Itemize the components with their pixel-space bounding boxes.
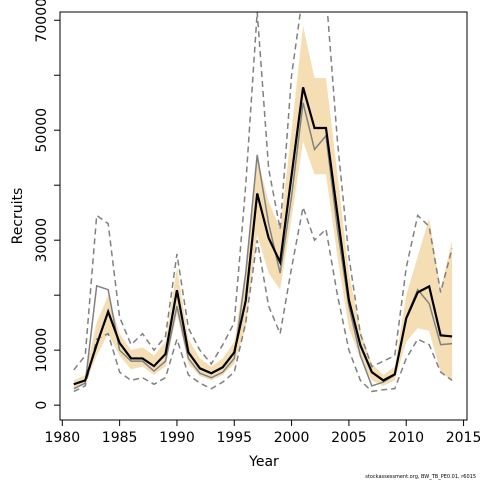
y-tick-label: 70000 — [34, 0, 50, 43]
x-tick-label: 1995 — [216, 430, 252, 446]
y-tick-label: 0 — [34, 401, 50, 410]
x-tick-label: 2015 — [446, 430, 480, 446]
footnote: stockassessment.org, BW_TB_PE0.01, r6015 — [365, 474, 476, 480]
x-tick-label: 1990 — [159, 430, 195, 446]
x-tick-label: 2000 — [274, 430, 310, 446]
y-tick-label: 10000 — [34, 328, 50, 373]
plot-area — [73, 12, 453, 393]
x-tick-label: 1985 — [102, 430, 138, 446]
plot-frame — [59, 11, 468, 421]
x-tick-label: 2005 — [331, 430, 367, 446]
y-tick-label: 50000 — [34, 108, 50, 153]
line — [73, 87, 453, 386]
dashed-line — [73, 204, 453, 393]
x-tick-label: 2010 — [388, 430, 424, 446]
y-tick-label: 30000 — [34, 218, 50, 263]
dashed-line — [73, 12, 453, 371]
y-axis-label: Recruits — [10, 188, 26, 245]
confidence-band — [73, 25, 453, 389]
x-tick-label: 1980 — [44, 430, 80, 446]
x-axis-label: Year — [248, 454, 279, 470]
